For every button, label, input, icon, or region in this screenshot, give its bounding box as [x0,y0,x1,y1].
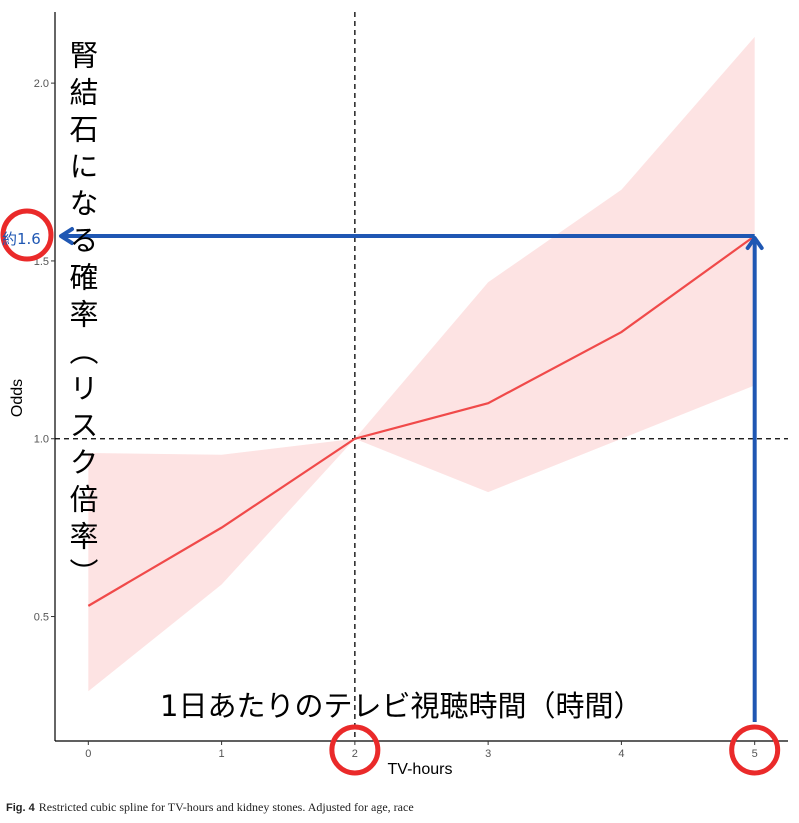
x-tick-label: 3 [485,748,491,760]
horizontal-annotation-text: 1日あたりのテレビ視聴時間（時間） [160,689,643,723]
figure-label: Fig. 4 [6,802,35,814]
figure-caption: Fig. 4 Restricted cubic spline for TV-hou… [6,800,414,815]
x-tick-label: 4 [618,748,624,760]
x-tick-label: 0 [85,748,91,760]
circle-x-tick-5 [729,724,781,776]
x-axis-title: TV-hours [388,761,453,778]
circle-value-label [0,208,54,262]
odds-line [87,235,756,607]
x-tick-label: 1 [219,748,225,760]
confidence-band [88,36,755,692]
circle-x-tick-2 [329,724,381,776]
value-annotation-label: 約1.6 [2,230,41,248]
caption-text: Restricted cubic spline for TV-hours and… [38,800,414,814]
y-tick-label: 1.0 [34,434,49,446]
arrow-horizontal-head [59,227,74,246]
x-tick-label: 2 [352,748,358,760]
vertical-annotation-text: 腎結石になる確率（リスク倍率） [65,40,99,595]
y-tick-label: 2.0 [34,78,49,90]
y-tick-label: 0.5 [34,612,49,624]
x-tick-label: 5 [752,748,758,760]
y-axis-title: Odds [9,379,26,417]
